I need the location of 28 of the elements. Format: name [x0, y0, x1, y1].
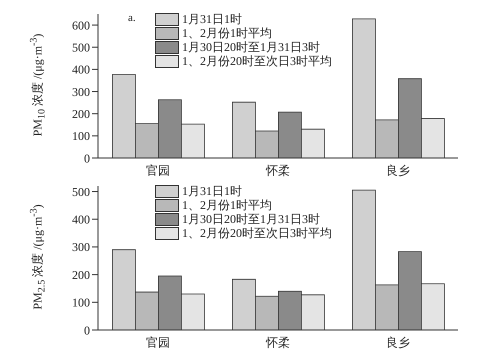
- y-tick-label: 400: [72, 62, 90, 77]
- y-tick-label: 500: [72, 40, 90, 54]
- y-tick-label: 200: [72, 268, 90, 282]
- y-tick-label: 300: [72, 240, 90, 254]
- legend-label: 1月30日20时至1月31日3时: [182, 212, 320, 226]
- x-tick-label: 怀柔: [265, 336, 290, 350]
- y-tick-label: 0: [84, 323, 90, 338]
- legend-label: 1月31日1时: [182, 12, 242, 26]
- legend-label: 1月30日20时至1月31日3时: [182, 40, 320, 54]
- y-tick-label: 500: [72, 184, 90, 199]
- x-tick-label: 良乡: [386, 164, 410, 178]
- x-tick-label: 良乡: [386, 336, 410, 350]
- y-tick-label: 100: [72, 129, 90, 144]
- y-tick-label: 100: [72, 296, 90, 310]
- y-tick-label: 0: [84, 151, 90, 166]
- legend-label: 1、2月份20时至次日3时平均: [182, 54, 332, 68]
- x-tick-label: 怀柔: [265, 164, 290, 178]
- y-tick-label: 300: [72, 84, 90, 99]
- y-tick-label: 600: [72, 18, 90, 32]
- y-tick-label: 200: [72, 106, 90, 121]
- x-tick-label: 官园: [146, 336, 170, 350]
- legend-label: 1、2月份1时平均: [182, 26, 272, 40]
- annotation: a.: [128, 12, 136, 24]
- legend-label: 1月31日1时: [182, 184, 242, 198]
- legend-label: 1、2月份1时平均: [182, 198, 272, 212]
- legend-label: 1、2月份20时至次日3时平均: [182, 226, 332, 240]
- x-tick-label: 官园: [146, 164, 170, 178]
- y-tick-label: 400: [72, 212, 90, 226]
